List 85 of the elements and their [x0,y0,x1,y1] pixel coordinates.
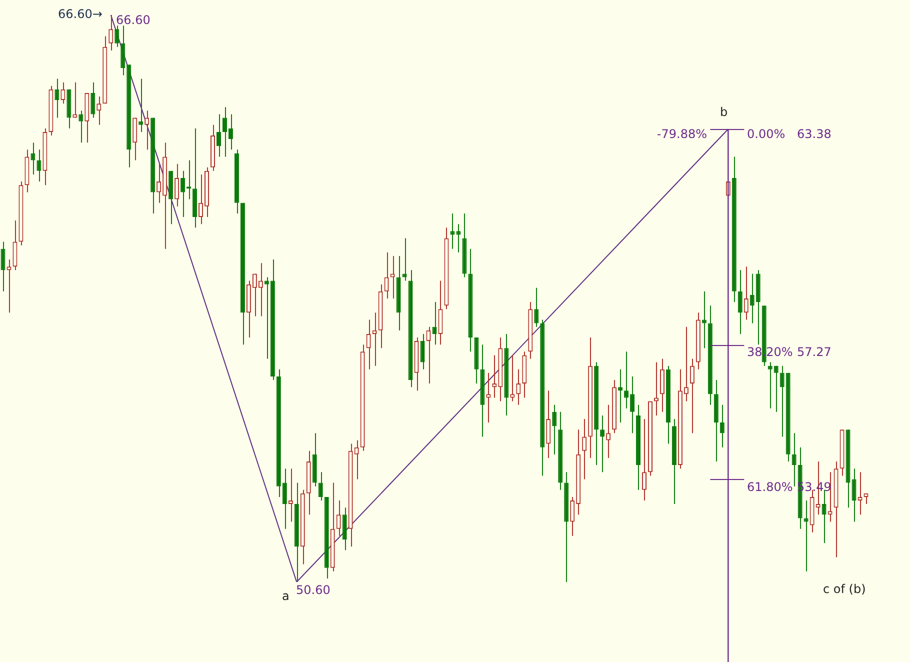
candlestick [690,358,694,434]
candlestick [492,354,497,398]
candlestick [402,238,407,282]
candlestick [228,114,233,150]
candlestick [654,362,658,416]
candlestick [552,404,557,455]
candlestick [384,252,389,299]
candlestick [336,500,341,536]
annotation: c of (b) [823,582,866,596]
candlestick [720,404,724,448]
candlestick [600,414,605,473]
candlestick [258,262,263,317]
candlestick [804,500,808,572]
candlestick [30,142,36,175]
candlestick [744,266,748,320]
annotation: -79.88% [656,127,707,141]
candlestick [252,273,257,317]
text: 50.60 [296,583,330,597]
candlestick [738,270,742,334]
candlestick [72,82,78,118]
candlestick [216,114,221,158]
candlestick [96,96,102,126]
candlestick [366,319,371,370]
candlestick [660,358,664,412]
candlestick [792,432,796,487]
candlestick [120,25,126,76]
candlestick [516,368,521,406]
candlestick [78,110,84,144]
candlestick [624,351,629,409]
text: a [282,589,290,603]
candlestick [780,365,784,438]
candlestick [288,468,293,522]
candlestick [318,472,323,501]
candlestick [456,224,461,253]
candlestick [108,14,114,51]
candlestick [144,110,150,150]
candlestick [0,241,6,292]
annotation: 66.60→ [58,7,102,21]
candlestick [420,333,425,370]
candlestick [570,496,575,536]
candlestick [702,290,706,349]
candlestick [852,468,856,522]
candlestick [858,472,862,516]
candlestick [684,326,688,402]
candlestick [642,418,647,501]
candlestick [264,276,269,360]
candlestick [138,78,144,132]
candlestick [534,287,539,328]
candlestick [354,440,359,480]
annotation: 66.60 [116,13,150,27]
candlestick [222,106,227,158]
candlestick [426,326,431,384]
candlestick [198,174,204,225]
candlestick [582,418,587,480]
candlestick [390,255,395,299]
candlestick [546,390,551,458]
candlestick [54,78,60,118]
annotation: b [720,105,728,119]
candlestick [618,368,623,424]
candlestick [750,273,754,324]
candlestick [342,507,347,551]
candlestick [174,163,180,207]
annotation: 63.38 [797,127,832,141]
candlestick [132,117,138,161]
candlestick [60,82,66,104]
candlestick [774,365,778,412]
candlestick [450,212,455,250]
candlestick [36,149,42,182]
candlestick [6,259,12,314]
annotation: 61.80% [747,480,793,494]
candlestick [438,280,443,346]
candlestick [282,468,287,530]
candlestick [510,354,515,402]
candlestick [630,376,635,434]
candlestick [114,25,120,48]
candlestick [156,163,162,204]
candlestick [768,362,772,409]
candlestick [90,82,96,118]
candlestick [180,170,186,218]
candlestick [12,220,18,271]
annotation: 57.27 [797,345,832,359]
candlestick [372,312,377,366]
annotation: 0.00% [747,127,786,141]
candlestick [486,372,491,424]
candlestick [606,404,611,458]
